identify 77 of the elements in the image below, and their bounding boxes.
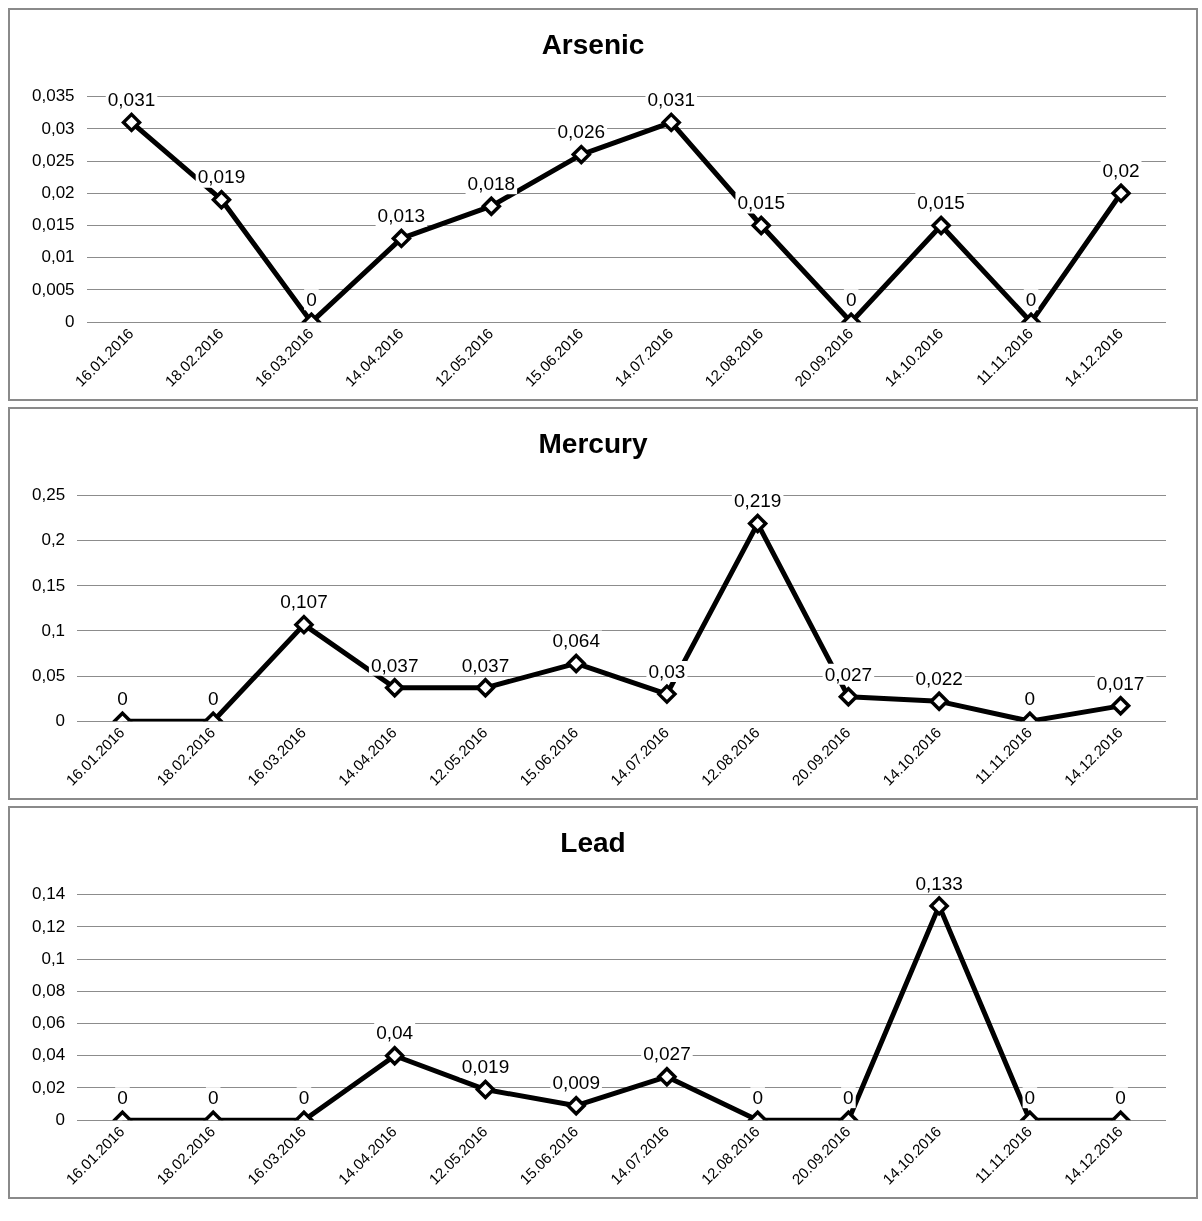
point [391, 228, 412, 249]
data-label: 0 [207, 1086, 219, 1108]
data-label: 0,037 [370, 654, 419, 676]
data-label: 0 [117, 687, 128, 709]
data-label: 0,019 [461, 1056, 510, 1078]
y-tick-label: 0,02 [31, 1077, 66, 1097]
chart-title: Lead [560, 826, 626, 858]
data-label: 0,027 [824, 663, 873, 685]
data-label: 0,015 [917, 192, 965, 214]
data-label: 0,015 [737, 192, 785, 214]
y-tick-label: 0,05 [31, 665, 66, 685]
data-label: 0 [845, 288, 857, 310]
data-label: 0 [298, 1086, 310, 1108]
data-label: 0,037 [461, 654, 510, 676]
y-tick-label: 0,01 [41, 247, 75, 267]
y-tick-label: 0,1 [41, 620, 66, 640]
y-tick-label: 0 [55, 1109, 66, 1129]
point [747, 513, 768, 534]
data-label: 0,019 [197, 166, 246, 188]
y-tick-label: 0,015 [31, 215, 75, 235]
point [384, 678, 405, 698]
point [1111, 183, 1131, 204]
y-tick-label: 0,03 [41, 118, 75, 138]
y-tick-label: 0,15 [31, 575, 66, 595]
point [931, 215, 951, 236]
point [211, 189, 232, 210]
data-label: 0 [1024, 1086, 1036, 1108]
data-label: 0,018 [467, 172, 516, 194]
data-label: 0,133 [915, 872, 963, 894]
point [571, 144, 592, 165]
y-tick-label: 0,025 [31, 150, 75, 170]
data-label: 0,02 [1102, 160, 1140, 182]
data-label: 0,009 [552, 1072, 600, 1094]
chart-title: Arsenic [541, 28, 645, 60]
data-label: 0,013 [377, 205, 426, 227]
point [751, 215, 771, 236]
data-label: 0,064 [552, 630, 601, 652]
point [929, 691, 949, 712]
data-label: 0 [207, 687, 219, 709]
data-label: 0,107 [280, 591, 328, 613]
y-tick-label: 0,02 [41, 182, 75, 202]
data-label: 0,022 [915, 668, 963, 690]
data-label: 0,219 [733, 490, 782, 512]
data-label: 0,04 [376, 1022, 414, 1044]
y-tick-label: 0,2 [41, 530, 66, 550]
point [657, 684, 677, 704]
data-label: 0,031 [107, 89, 156, 111]
chart-title: Mercury [538, 427, 648, 459]
point [566, 653, 586, 674]
data-label: 0 [843, 1086, 854, 1108]
y-tick-label: 0,1 [41, 948, 66, 968]
y-tick-label: 0,08 [31, 980, 66, 1000]
y-tick-label: 0,12 [31, 916, 66, 936]
point [1110, 696, 1131, 716]
y-tick-label: 0,035 [31, 86, 75, 106]
y-tick-label: 0,005 [31, 279, 75, 299]
y-tick-label: 0,06 [31, 1013, 66, 1033]
data-label: 0 [752, 1086, 763, 1108]
point [481, 196, 502, 216]
data-label: 0 [1025, 288, 1037, 310]
y-tick-label: 0,14 [31, 884, 66, 904]
data-label: 0,027 [643, 1043, 691, 1065]
data-label: 0 [117, 1086, 128, 1108]
point [838, 687, 859, 707]
data-label: 0 [1024, 687, 1036, 709]
point [475, 678, 496, 698]
data-label: 0 [306, 288, 317, 310]
y-tick-label: 0,04 [31, 1045, 66, 1065]
point [294, 614, 314, 635]
data-label: 0,026 [557, 121, 606, 143]
data-label: 0,017 [1096, 672, 1145, 694]
y-tick-label: 0 [55, 710, 66, 730]
data-label: 0 [1115, 1086, 1126, 1108]
y-tick-label: 0 [65, 311, 75, 331]
y-tick-label: 0,25 [31, 485, 66, 505]
data-label: 0,031 [647, 89, 696, 111]
data-label: 0,03 [648, 660, 686, 682]
